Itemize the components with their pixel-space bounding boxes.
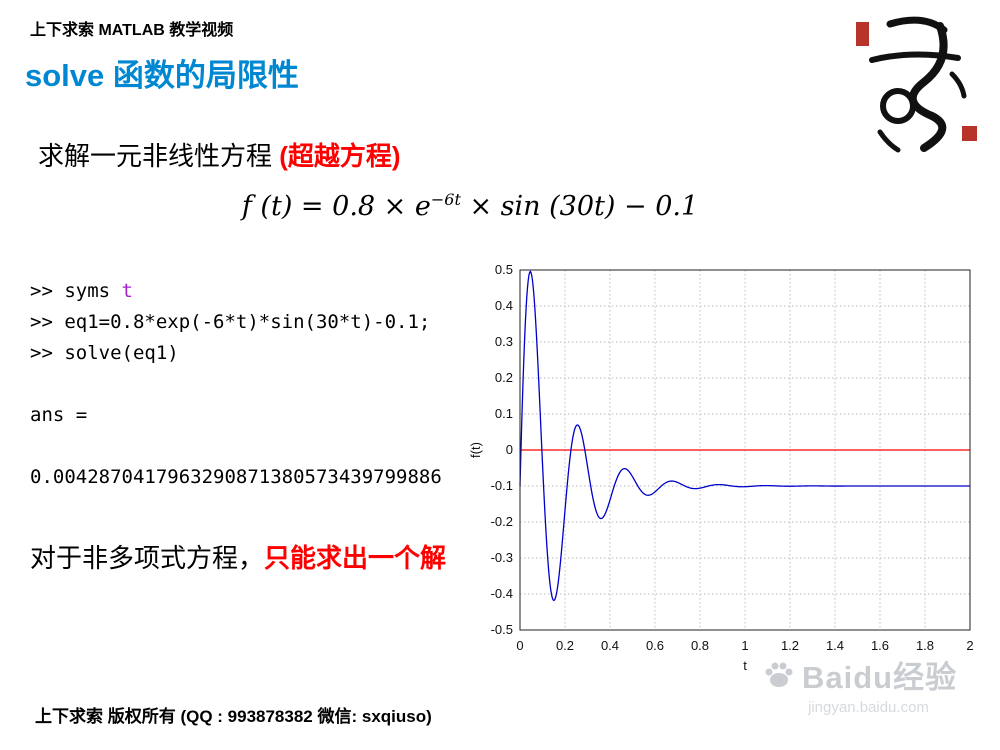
intro-line: 求解一元非线性方程 (超越方程) bbox=[38, 136, 401, 173]
conclusion-line: 对于非多项式方程，只能求出一个解 bbox=[30, 538, 446, 575]
matlab-plot: 0 0.2 0.4 0.6 0.8 1 1.2 1.4 1.6 1.8 2 -0.5 -0.4 -0.3 -… bbox=[462, 258, 992, 683]
conclusion-highlight: 只能求出一个解 bbox=[264, 543, 447, 573]
y-tick-label: -0.2 bbox=[491, 514, 513, 529]
equation-exponent: −6t bbox=[430, 190, 461, 209]
x-tick-label: 1.8 bbox=[916, 638, 934, 653]
seal-calligraphy-icon bbox=[856, 16, 977, 153]
code-blank-line bbox=[30, 435, 442, 466]
watermark-domain: jingyan.baidu.com bbox=[808, 699, 929, 716]
x-tick-label: 0 bbox=[516, 638, 523, 653]
y-tick-label: -0.5 bbox=[491, 622, 513, 637]
code-syms-var: t bbox=[121, 280, 133, 302]
matlab-figure: 0 0.2 0.4 0.6 0.8 1 1.2 1.4 1.6 1.8 2 -0.5 -0.4 -0.3 -… bbox=[468, 262, 974, 673]
footer-copyright: 上下求索 版权所有 (QQ : 993878382 微信: sxqiuso) bbox=[35, 707, 432, 726]
conclusion-text: 对于非多项式方程， bbox=[30, 543, 265, 573]
page-title: solve 函数的局限性 bbox=[25, 58, 299, 93]
header-brand: 上下求索 MATLAB 教学视频 bbox=[30, 22, 234, 39]
code-ans-label: ans = bbox=[30, 404, 88, 426]
matlab-code-block: >> syms t >> eq1=0.8*exp(-6*t)*sin(30*t)… bbox=[30, 280, 442, 497]
x-tick-label: 1.4 bbox=[826, 638, 844, 653]
watermark-brand: Baidu经验 bbox=[802, 660, 958, 695]
x-tick-label: 0.8 bbox=[691, 638, 709, 653]
calligraphy-logo bbox=[852, 8, 982, 163]
y-tick-label: 0.1 bbox=[495, 406, 513, 421]
code-ans-value: 0.0042870417963290871380573439799886 bbox=[30, 466, 442, 488]
code-line-solve: >> solve(eq1) bbox=[30, 342, 179, 364]
y-tick-label: 0.4 bbox=[495, 298, 513, 313]
plot-border bbox=[519, 269, 971, 631]
y-tick-label: -0.1 bbox=[491, 478, 513, 493]
baidu-paw-icon bbox=[765, 662, 793, 687]
y-tick-label: 0.5 bbox=[495, 262, 513, 277]
x-axis-label: t bbox=[743, 658, 747, 673]
y-tick-label: -0.4 bbox=[491, 586, 513, 601]
x-tick-label: 1 bbox=[741, 638, 748, 653]
equation-left: f (t) = 0.8 × e bbox=[241, 191, 431, 222]
curve-series bbox=[519, 270, 970, 602]
equation: f (t) = 0.8 × e−6t × sin (30t) − 0.1 bbox=[225, 190, 715, 222]
code-blank-line bbox=[30, 373, 442, 404]
code-line-eq: >> eq1=0.8*exp(-6*t)*sin(30*t)-0.1; bbox=[30, 311, 431, 333]
x-tick-label: 0.4 bbox=[601, 638, 619, 653]
equation-right: × sin (30t) − 0.1 bbox=[460, 191, 699, 222]
x-tick-label: 1.2 bbox=[781, 638, 799, 653]
y-tick-label: -0.3 bbox=[491, 550, 513, 565]
y-tick-label: 0.3 bbox=[495, 334, 513, 349]
y-axis-label: f(t) bbox=[468, 442, 483, 458]
watermark: Baidu经验 jingyan.baidu.com bbox=[762, 652, 957, 716]
x-tick-label: 0.6 bbox=[646, 638, 664, 653]
code-syms-prompt: >> syms bbox=[30, 280, 122, 302]
x-tick-label: 2 bbox=[966, 638, 973, 653]
y-tick-label: 0.2 bbox=[495, 370, 513, 385]
intro-text: 求解一元非线性方程 bbox=[38, 141, 280, 171]
y-tick-label: 0 bbox=[506, 442, 513, 457]
x-tick-label: 0.2 bbox=[556, 638, 574, 653]
x-tick-label: 1.6 bbox=[871, 638, 889, 653]
code-line-syms: >> syms t bbox=[30, 280, 442, 311]
intro-highlight: (超越方程) bbox=[279, 141, 401, 171]
